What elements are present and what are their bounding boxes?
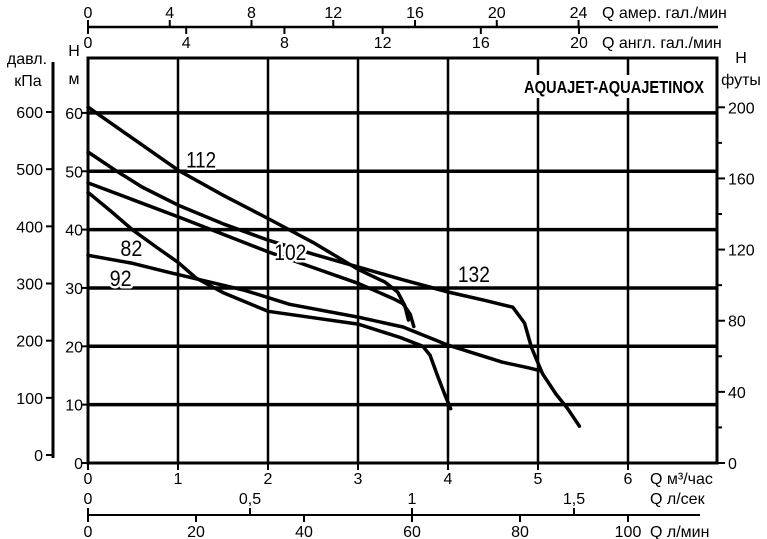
pump-curve-92 [86, 253, 543, 373]
pressure-axis-tick-label: 300 [16, 277, 43, 294]
us-gpm-tick-label: 4 [165, 5, 174, 22]
feet-axis-tick-label: 120 [728, 243, 755, 260]
pressure-axis-tick-label: 500 [16, 162, 43, 179]
pressure-axis-header: давл. [7, 51, 47, 68]
head-axis-tick-label: 0 [74, 456, 83, 473]
feet-axis-tick-label: 80 [728, 314, 746, 331]
m3h-tick-label: 3 [354, 471, 363, 488]
ls-tick-label: 0 [84, 491, 93, 508]
imp-gpm-tick-label: 12 [374, 35, 392, 52]
m3h-tick-label: 2 [264, 471, 273, 488]
pressure-axis-unit: кПа [14, 73, 42, 90]
pressure-axis-tick-label: 400 [16, 219, 43, 236]
m3h-tick-label: 6 [624, 471, 633, 488]
curve-label-82: 82 [120, 236, 142, 261]
imp-gpm-tick-label: 16 [472, 35, 490, 52]
feet-axis-tick-label: 160 [728, 171, 755, 188]
lmin-tick-label: 100 [615, 524, 642, 539]
curve-label-102: 102 [274, 240, 306, 265]
chart-title: AQUAJET-AQUAJETINOX [524, 77, 704, 97]
m3h-tick-label: 4 [444, 471, 453, 488]
head-axis-tick-label: 20 [65, 339, 83, 356]
title-background [520, 75, 708, 98]
us-gpm-tick-label: 24 [570, 5, 588, 22]
plot-frame [86, 56, 719, 465]
head-axis-tick-label: 10 [65, 398, 83, 415]
head-axis-header: Н [68, 43, 80, 60]
pressure-axis-tick-label: 600 [16, 105, 43, 122]
head-axis-tick-label: 40 [65, 223, 83, 240]
lmin-tick-label: 20 [187, 524, 205, 539]
lmin-axis-label: Q л/мин [650, 524, 709, 539]
pump-curve-132 [86, 150, 582, 428]
us-gpm-axis-label: Q амер. гал./мин [602, 5, 727, 22]
feet-axis-tick-label: 0 [728, 456, 737, 473]
us-gpm-tick-label: 0 [84, 5, 93, 22]
lmin-tick-label: 60 [403, 524, 421, 539]
us-gpm-tick-label: 20 [488, 5, 506, 22]
m3h-tick-label: 0 [84, 471, 93, 488]
imp-gpm-tick-label: 4 [182, 35, 191, 52]
m3h-tick-label: 1 [174, 471, 183, 488]
feet-axis-tick-label: 200 [728, 100, 755, 117]
curve-label-92: 92 [110, 266, 132, 291]
us-gpm-tick-label: 16 [406, 5, 424, 22]
imp-gpm-tick-label: 8 [280, 35, 289, 52]
head-axis-tick-label: 60 [65, 106, 83, 123]
imp-gpm-tick-label: 0 [84, 35, 93, 52]
pressure-axis-tick-label: 0 [34, 448, 43, 465]
feet-axis-header: Н [735, 50, 747, 67]
lmin-tick-label: 0 [84, 524, 93, 539]
head-axis-tick-label: 50 [65, 164, 83, 181]
pump-curve-112 [86, 105, 411, 322]
curve-label-112: 112 [186, 148, 216, 173]
feet-axis-tick-label: 40 [728, 385, 746, 402]
ls-tick-label: 0,5 [239, 491, 261, 508]
lmin-tick-label: 80 [511, 524, 529, 539]
m3h-tick-label: 5 [534, 471, 543, 488]
feet-axis-unit: футы [721, 72, 761, 89]
ls-tick-label: 1,5 [563, 491, 585, 508]
imp-gpm-tick-label: 20 [570, 35, 588, 52]
curve-label-132: 132 [458, 262, 490, 287]
lmin-tick-label: 40 [295, 524, 313, 539]
head-axis-unit: м [69, 71, 80, 88]
ls-tick-label: 1 [408, 491, 417, 508]
us-gpm-tick-label: 12 [324, 5, 342, 22]
us-gpm-tick-label: 8 [247, 5, 256, 22]
head-axis-tick-label: 30 [65, 281, 83, 298]
pump-curve-82 [86, 190, 453, 411]
m3h-axis-label: Q м³/час [650, 471, 713, 488]
pressure-axis-tick-label: 100 [16, 391, 43, 408]
pump-curve-102 [86, 181, 416, 329]
pressure-axis-tick-label: 200 [16, 334, 43, 351]
imp-gpm-axis-label: Q англ. гал./мин [602, 35, 722, 52]
ls-axis-label: Q л/сек [650, 491, 706, 508]
